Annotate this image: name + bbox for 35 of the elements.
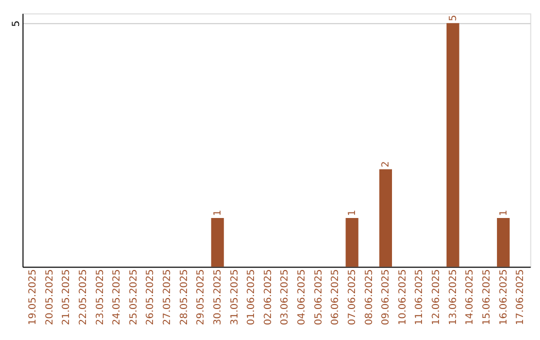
x-tick-label: 21.05.2025: [61, 269, 72, 326]
x-tick-label: 16.06.2025: [498, 269, 510, 326]
x-tick-label: 09.06.2025: [380, 269, 392, 326]
x-tick-label: 27.05.2025: [162, 269, 174, 326]
x-tick-label: 12.06.2025: [431, 269, 442, 326]
x-tick-label: 26.05.2025: [145, 269, 156, 326]
x-tick-label: 31.05.2025: [229, 269, 240, 326]
x-tick-label: 02.06.2025: [262, 269, 274, 326]
x-tick-label: 07.06.2025: [346, 269, 358, 326]
x-tick-label: 17.06.2025: [515, 269, 526, 326]
x-tick-label: 23.05.2025: [94, 269, 106, 326]
x-tick-label: 04.06.2025: [296, 269, 308, 326]
x-tick-label: 15.06.2025: [481, 269, 492, 326]
x-tick-label: 10.06.2025: [397, 269, 408, 326]
x-tick-label: 05.06.2025: [313, 269, 324, 326]
x-tick-label: 08.06.2025: [364, 269, 375, 326]
x-tick-label: 28.05.2025: [178, 269, 190, 326]
x-tick-label: 20.05.2025: [44, 269, 56, 326]
x-tick-label: 01.06.2025: [246, 269, 258, 326]
x-tick-label: 14.06.2025: [464, 269, 476, 326]
x-tick-label: 19.05.2025: [28, 269, 39, 326]
x-tick-label: 06.06.2025: [330, 269, 342, 326]
x-tick-label: 29.05.2025: [196, 269, 207, 326]
x-tick-label: 03.06.2025: [280, 269, 291, 326]
x-tick-label: 30.05.2025: [212, 269, 224, 326]
x-tick-label: 13.06.2025: [448, 269, 459, 326]
data-label: 2: [380, 161, 392, 168]
x-tick-label: 24.05.2025: [112, 269, 123, 326]
x-tick-label: 11.06.2025: [414, 269, 426, 326]
data-label: 1: [212, 210, 224, 216]
x-tick-label: 25.05.2025: [128, 269, 140, 326]
x-tick-label: 22.05.2025: [78, 269, 89, 326]
data-label: 5: [448, 14, 459, 22]
data-label: 1: [346, 210, 358, 216]
data-label: 1: [498, 210, 510, 216]
